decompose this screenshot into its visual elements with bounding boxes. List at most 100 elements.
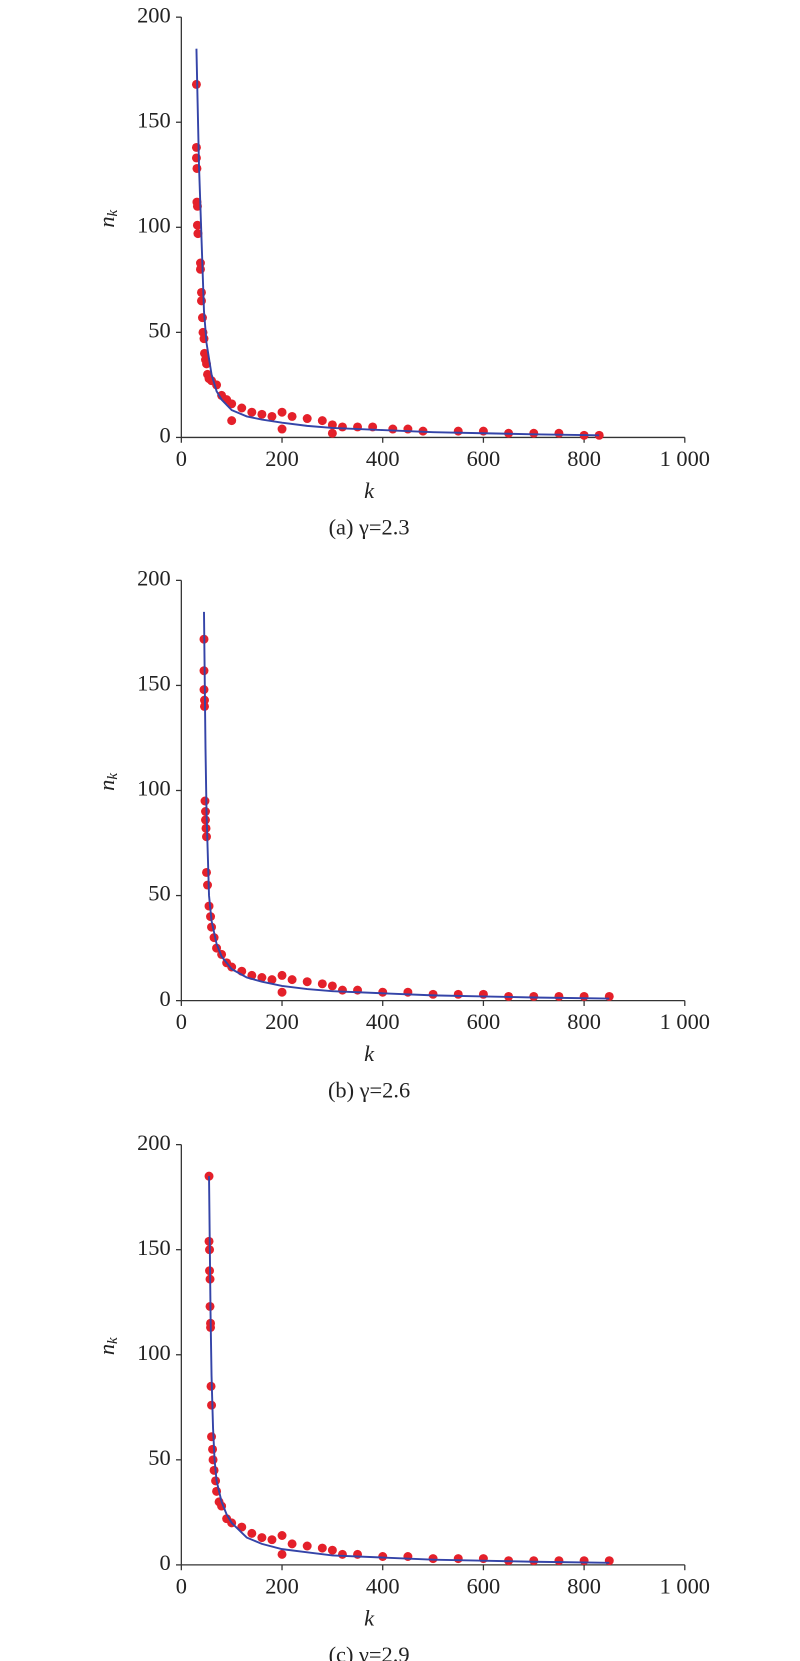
x-tick-label: 0 [176, 1009, 187, 1034]
y-tick-label: 150 [137, 107, 171, 132]
caption: (c) γ=2.9 [329, 1642, 410, 1661]
fit-line [203, 611, 610, 1000]
data-point [453, 426, 463, 436]
data-point [327, 1545, 337, 1555]
x-tick-label: 800 [567, 446, 601, 471]
data-point [202, 867, 211, 877]
y-tick-label: 200 [137, 1130, 171, 1155]
x-tick-label: 0 [176, 446, 187, 471]
data-point [453, 1554, 463, 1564]
data-point [277, 1531, 287, 1540]
y-tick-label: 150 [137, 671, 171, 696]
data-point [192, 220, 202, 230]
data-point [327, 981, 337, 991]
data-point [227, 416, 237, 426]
data-point [277, 424, 287, 434]
x-tick-label: 600 [467, 1574, 501, 1599]
data-point [287, 411, 297, 421]
x-tick-label: 800 [567, 1574, 601, 1599]
y-tick-label: 50 [148, 881, 170, 906]
y-tick-label: 200 [137, 2, 171, 27]
data-point [237, 403, 247, 413]
data-point [579, 991, 589, 1001]
data-point [209, 1465, 219, 1475]
data-point [529, 428, 539, 438]
data-point [257, 409, 267, 419]
data-point [428, 1554, 438, 1564]
data-point [277, 970, 287, 980]
y-tick-label: 100 [137, 212, 171, 237]
y-label-main: n [94, 1344, 119, 1355]
data-point [204, 901, 214, 911]
y-label-sub: k [106, 209, 122, 216]
data-point [267, 411, 277, 421]
x-tick-label: 600 [467, 1009, 501, 1034]
fit-line [195, 48, 600, 437]
data-point [554, 428, 564, 438]
data-point [302, 977, 312, 987]
data-point [604, 1556, 614, 1566]
data-point [200, 796, 210, 806]
x-tick-label: 0 [176, 1574, 187, 1599]
data-point [247, 1528, 257, 1538]
data-point [277, 1549, 287, 1559]
y-tick-label: 0 [159, 423, 170, 448]
data-point [529, 1556, 539, 1566]
data-point [267, 975, 277, 985]
y-tick-label: 0 [159, 1550, 170, 1575]
x-tick-label: 1 000 [660, 446, 710, 471]
y-label-main: n [94, 780, 119, 791]
y-axis-label: nk [94, 209, 122, 227]
data-point [554, 1556, 564, 1566]
data-point [201, 823, 211, 833]
x-tick-label: 400 [366, 446, 400, 471]
data-point [327, 428, 337, 438]
y-axis-label: nk [94, 773, 122, 791]
y-tick-label: 150 [137, 1235, 171, 1260]
x-tick-label: 200 [265, 1009, 299, 1034]
data-point [428, 989, 438, 999]
data-point [201, 807, 210, 816]
caption: (a) γ=2.3 [329, 514, 410, 539]
y-label-main: n [94, 216, 119, 227]
data-point [529, 991, 539, 1001]
data-point [227, 399, 237, 409]
data-point [207, 1432, 217, 1442]
data-point [478, 1554, 488, 1564]
y-label-sub: k [106, 1337, 122, 1344]
data-point [208, 1455, 218, 1465]
x-tick-label: 800 [567, 1009, 601, 1034]
data-point [302, 414, 312, 424]
data-point [247, 407, 257, 417]
data-point [337, 985, 347, 995]
data-point [317, 416, 327, 426]
data-point [277, 407, 287, 417]
x-tick-label: 1 000 [660, 1574, 710, 1599]
fit-line [208, 1176, 610, 1564]
y-axis-label: nk [94, 1337, 122, 1355]
data-point [317, 979, 327, 989]
y-tick-label: 200 [137, 566, 171, 591]
data-point [478, 426, 488, 436]
data-point [604, 991, 614, 1001]
data-point [196, 287, 206, 297]
y-tick-label: 0 [159, 986, 170, 1011]
y-tick-label: 100 [137, 1340, 171, 1365]
data-point [277, 987, 287, 997]
x-tick-label: 200 [265, 446, 299, 471]
data-point [208, 1444, 218, 1454]
x-tick-label: 1 000 [660, 1009, 710, 1034]
data-point [257, 973, 267, 982]
data-point [267, 1535, 277, 1545]
data-point [203, 880, 212, 890]
data-point [378, 987, 388, 997]
data-point [193, 229, 203, 239]
caption: (b) γ=2.6 [328, 1078, 410, 1103]
data-point [478, 989, 488, 999]
x-axis-label: k [364, 1041, 375, 1066]
data-point [378, 1552, 388, 1561]
data-point [287, 1539, 297, 1549]
x-tick-label: 400 [366, 1009, 400, 1034]
data-point [388, 424, 398, 434]
